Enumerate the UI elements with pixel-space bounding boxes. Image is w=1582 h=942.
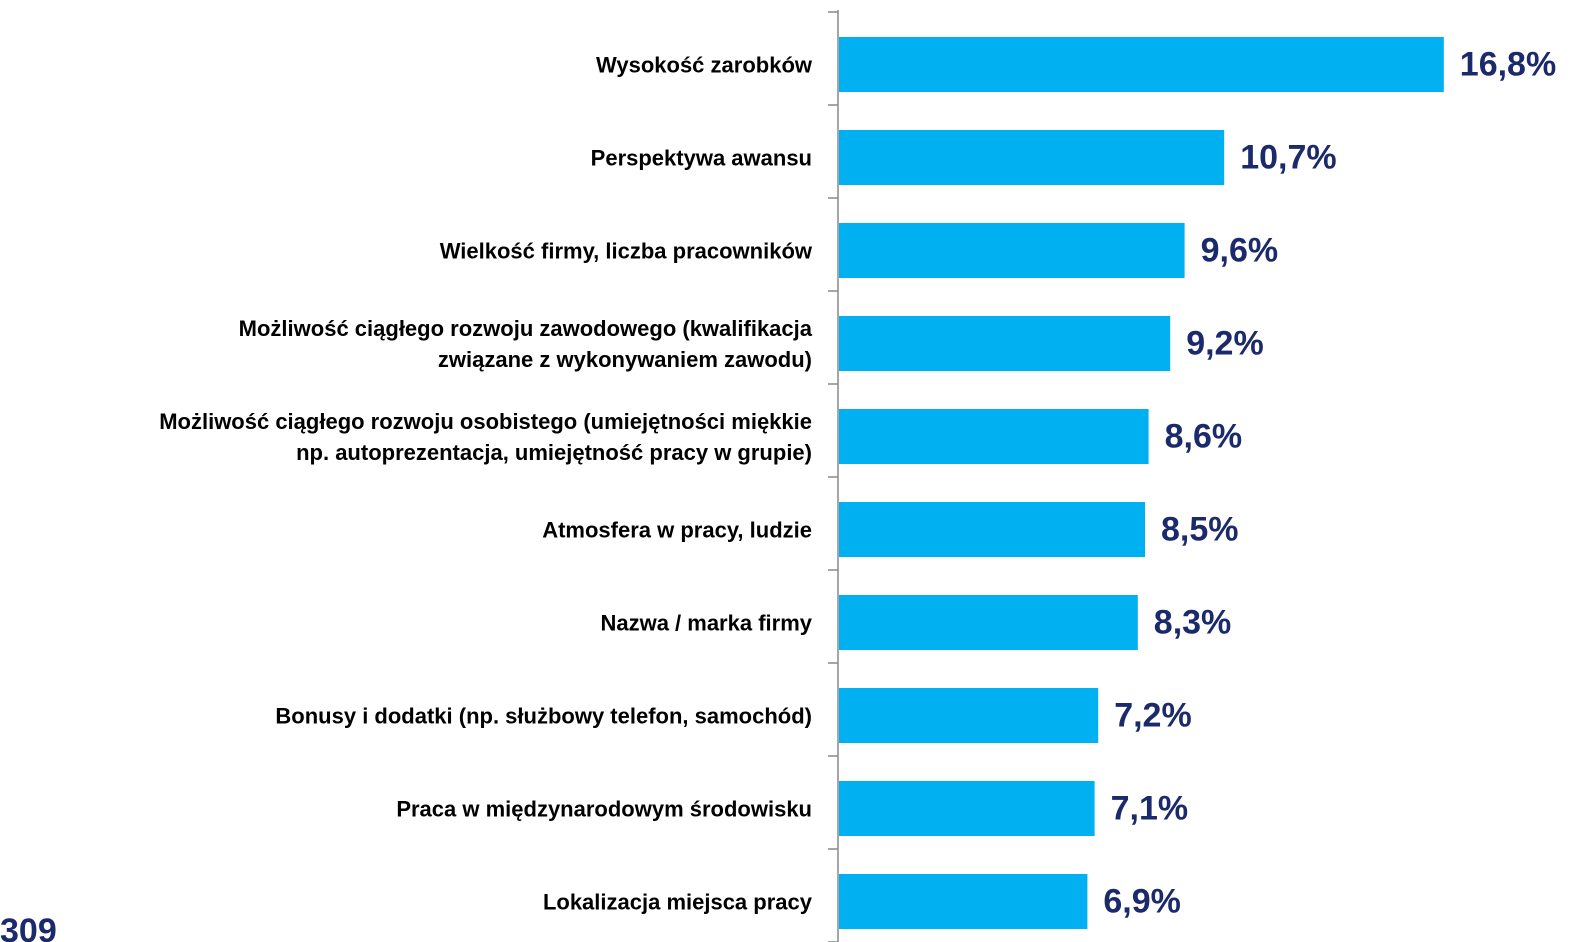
value-label: 8,3% — [1154, 603, 1232, 641]
category-label: Możliwość ciągłego rozwoju zawodowego (k… — [238, 315, 812, 372]
category-label: Wysokość zarobków — [596, 52, 812, 77]
bar — [839, 409, 1149, 464]
bar — [839, 874, 1088, 929]
bar — [839, 688, 1099, 743]
category-label: Nazwa / marka firmy — [600, 610, 812, 635]
category-label: Możliwość ciągłego rozwoju osobistego (u… — [159, 408, 812, 465]
value-label: 10,7% — [1240, 138, 1336, 176]
category-label: Perspektywa awansu — [590, 145, 812, 170]
category-label: Atmosfera w pracy, ludzie — [542, 517, 812, 542]
bar — [839, 37, 1444, 92]
value-label: 7,1% — [1111, 789, 1189, 827]
value-label: 16,8% — [1460, 45, 1556, 83]
category-label: Bonusy i dodatki (np. służbowy telefon, … — [275, 703, 812, 728]
category-label: Praca w międzynarodowym środowisku — [396, 796, 812, 821]
bar — [839, 595, 1138, 650]
bar — [839, 781, 1095, 836]
value-label: 9,6% — [1201, 231, 1279, 269]
bar — [839, 130, 1225, 185]
category-label: Lokalizacja miejsca pracy — [542, 889, 812, 914]
value-label: 8,5% — [1161, 510, 1239, 548]
bar — [839, 316, 1171, 371]
value-label: 7,2% — [1114, 696, 1192, 734]
value-label: 8,6% — [1165, 417, 1243, 455]
bar — [839, 502, 1145, 557]
value-label: 6,9% — [1103, 882, 1181, 920]
bar — [839, 223, 1185, 278]
note: 309 — [0, 912, 57, 942]
value-label: 9,2% — [1186, 324, 1264, 362]
category-label: Wielkość firmy, liczba pracowników — [439, 238, 812, 263]
